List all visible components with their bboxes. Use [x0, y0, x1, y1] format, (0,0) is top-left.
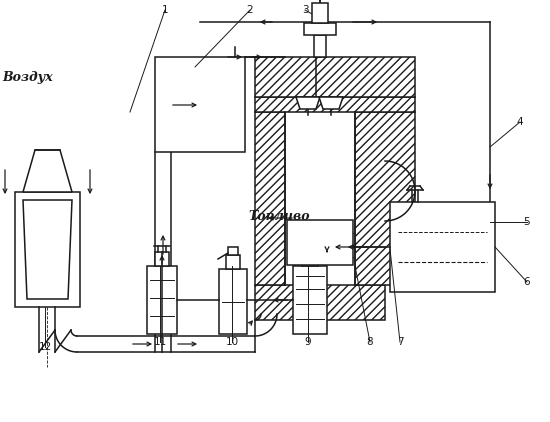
Polygon shape	[316, 57, 415, 97]
Text: 6: 6	[524, 277, 530, 287]
Text: 8: 8	[367, 337, 373, 347]
Polygon shape	[255, 112, 285, 285]
Bar	[304, 23, 336, 35]
Bar	[287, 220, 353, 265]
Text: 12: 12	[39, 342, 52, 352]
Polygon shape	[296, 97, 320, 109]
Polygon shape	[255, 285, 385, 320]
Text: 10: 10	[226, 337, 239, 347]
Text: 11: 11	[153, 337, 167, 347]
Text: 4: 4	[516, 117, 523, 127]
Text: 1: 1	[162, 5, 168, 15]
Text: Воздух: Воздух	[2, 70, 53, 84]
Bar	[228, 247, 238, 255]
Text: 3: 3	[302, 5, 309, 15]
Text: 2: 2	[247, 5, 254, 15]
Bar	[390, 202, 495, 292]
Bar	[155, 252, 169, 266]
Polygon shape	[255, 97, 415, 112]
Text: 5: 5	[524, 217, 530, 227]
Text: 9: 9	[305, 337, 311, 347]
Bar	[293, 266, 327, 334]
Bar	[302, 252, 318, 266]
Bar	[155, 57, 245, 152]
Polygon shape	[319, 97, 343, 109]
Bar	[147, 266, 177, 334]
Bar	[312, 3, 328, 23]
Text: 7: 7	[397, 337, 403, 347]
Bar	[314, 35, 326, 57]
Polygon shape	[23, 150, 72, 192]
Bar	[226, 255, 240, 269]
Bar	[219, 269, 247, 334]
Polygon shape	[355, 112, 415, 285]
Polygon shape	[23, 200, 72, 299]
Polygon shape	[255, 57, 318, 97]
Text: Топливо: Топливо	[248, 209, 310, 222]
Bar	[15, 192, 80, 307]
